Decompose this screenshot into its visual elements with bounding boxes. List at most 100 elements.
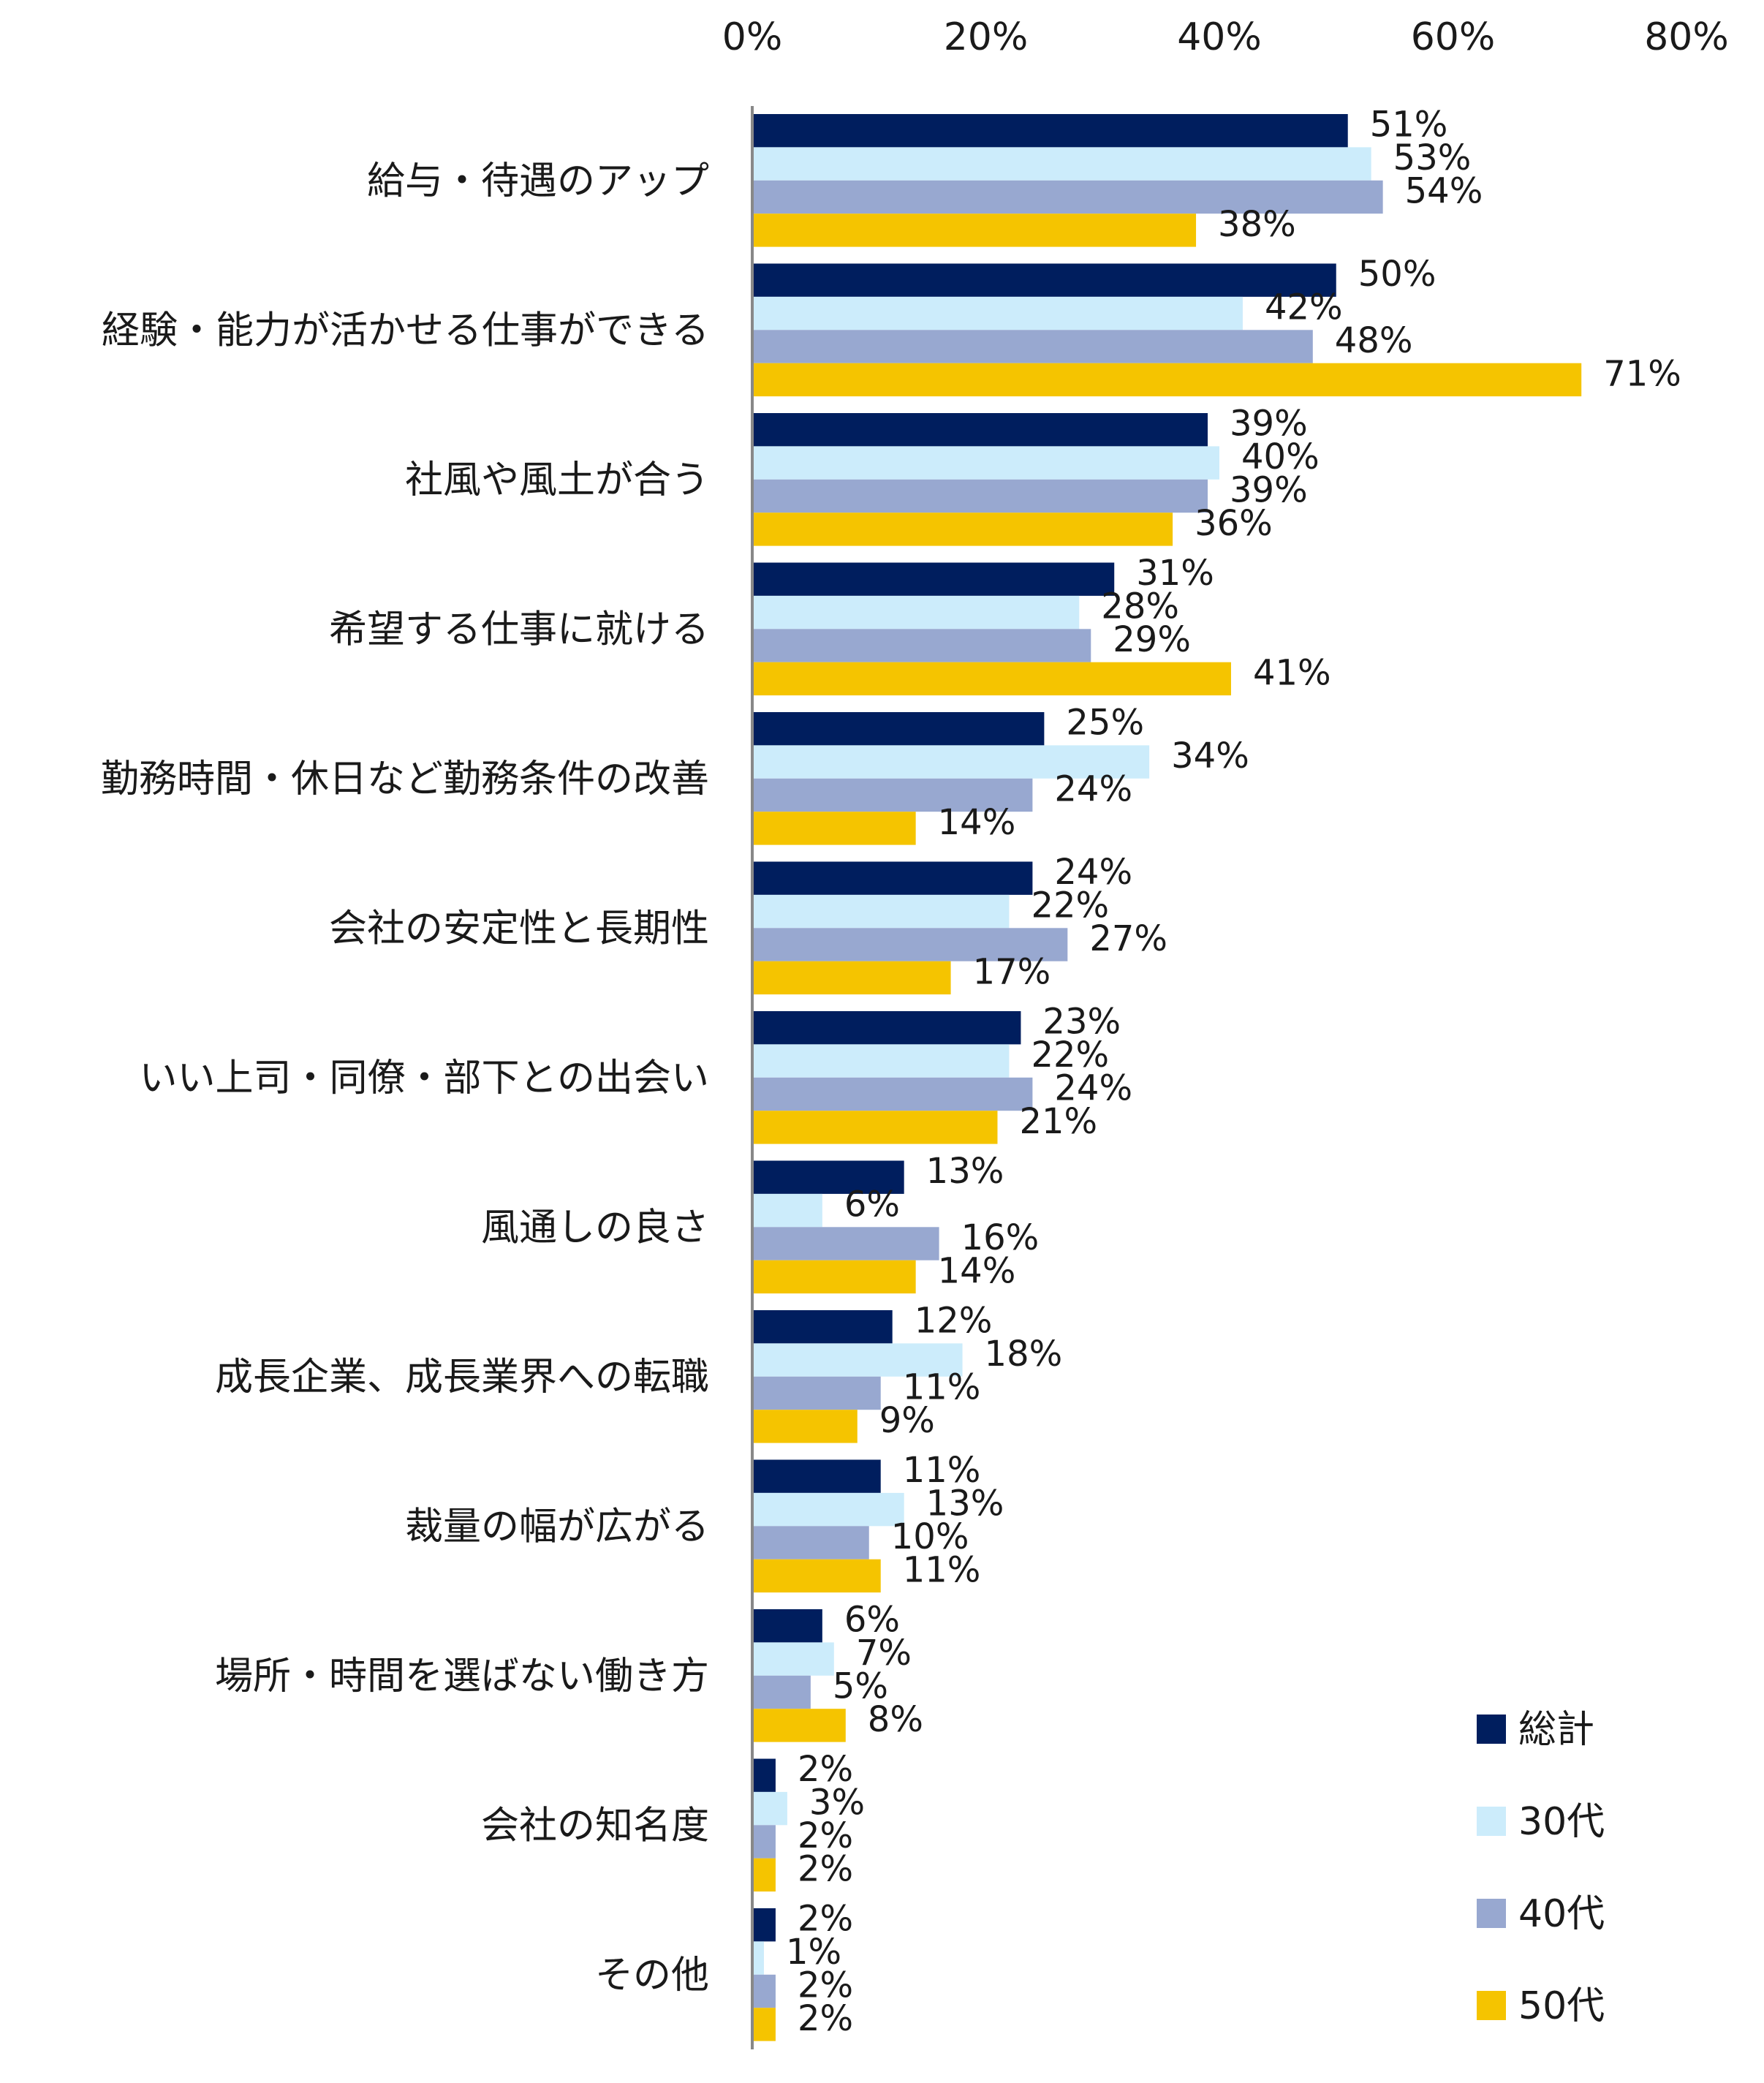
value-label: 7%: [856, 1633, 912, 1674]
bar: [752, 778, 1033, 812]
bar: [752, 263, 1336, 297]
value-label: 24%: [1054, 1068, 1132, 1109]
bar: [752, 1609, 822, 1643]
value-label: 6%: [844, 1600, 900, 1641]
value-label: 2%: [798, 1815, 853, 1856]
bar: [752, 1260, 916, 1294]
legend-label: 総計: [1518, 1708, 1594, 1752]
bar: [752, 479, 1208, 513]
bar: [752, 114, 1348, 148]
category-label: 場所・時間を選ばない働き方: [215, 1655, 709, 1698]
value-label: 6%: [844, 1184, 900, 1225]
x-tick-label: 20%: [944, 15, 1029, 59]
value-label: 14%: [938, 1250, 1016, 1291]
value-label: 28%: [1101, 586, 1179, 627]
value-label: 40%: [1241, 436, 1320, 477]
value-label: 12%: [915, 1301, 993, 1342]
category-label: 裁量の幅が広がる: [405, 1505, 709, 1549]
category-label: 社風や風土が合う: [405, 458, 709, 502]
value-label: 1%: [786, 1932, 841, 1973]
value-label: 27%: [1089, 918, 1167, 959]
value-label: 54%: [1405, 171, 1483, 212]
bar: [752, 1410, 858, 1443]
bar: [752, 1758, 776, 1792]
bars: [752, 114, 1582, 2041]
bar: [752, 1459, 881, 1493]
value-label: 2%: [798, 1899, 853, 1940]
bar: [752, 1941, 764, 1975]
value-label: 5%: [833, 1666, 888, 1707]
bar: [752, 1227, 939, 1260]
value-label: 2%: [798, 1848, 853, 1889]
bar: [752, 413, 1208, 447]
value-label: 36%: [1195, 503, 1273, 544]
bar: [752, 1492, 904, 1527]
bar: [752, 1709, 846, 1742]
value-label: 34%: [1171, 736, 1249, 776]
value-label: 22%: [1031, 885, 1109, 926]
value-label: 31%: [1136, 553, 1214, 594]
bar: [752, 2008, 776, 2041]
bar: [752, 213, 1197, 247]
legend-label: 30代: [1518, 1800, 1605, 1844]
bar: [752, 1559, 881, 1593]
value-label: 24%: [1054, 769, 1132, 810]
legend-label: 40代: [1518, 1892, 1605, 1936]
bar: [752, 595, 1080, 630]
bar: [752, 1825, 776, 1859]
value-label: 53%: [1393, 137, 1472, 178]
value-label: 14%: [938, 802, 1016, 843]
category-labels: 給与・待遇のアップ経験・能力が活かせる仕事ができる社風や風土が合う希望する仕事に…: [101, 159, 709, 1997]
bar: [752, 446, 1219, 480]
value-label: 16%: [961, 1217, 1040, 1258]
value-label: 71%: [1603, 353, 1681, 394]
bar: [752, 1160, 904, 1194]
category-label: 経験・能力が活かせる仕事ができる: [102, 309, 709, 352]
value-label: 13%: [926, 1483, 1004, 1524]
bar: [752, 1675, 811, 1709]
bar: [752, 562, 1115, 596]
bar: [752, 745, 1150, 779]
value-label: 8%: [868, 1699, 923, 1740]
category-label: 給与・待遇のアップ: [367, 159, 709, 203]
value-label: 17%: [973, 951, 1051, 992]
bar: [752, 1642, 834, 1676]
bar: [752, 1791, 787, 1826]
category-label: 成長企業、成長業界への転職: [215, 1356, 709, 1399]
value-label: 24%: [1054, 852, 1132, 893]
legend-label: 50代: [1518, 1984, 1605, 2028]
value-label: 3%: [809, 1783, 865, 1823]
value-label: 11%: [903, 1450, 981, 1491]
bar: [752, 1526, 869, 1560]
bar: [752, 629, 1091, 662]
bar: [752, 330, 1313, 363]
legend-swatch: [1477, 1807, 1506, 1836]
value-label: 39%: [1230, 470, 1308, 511]
bar: [752, 1111, 998, 1144]
bar: [752, 1376, 881, 1410]
value-label: 39%: [1230, 404, 1308, 445]
value-label: 42%: [1265, 287, 1343, 328]
category-label: 会社の安定性と長期性: [329, 907, 709, 950]
value-label: 41%: [1253, 652, 1331, 693]
value-label: 29%: [1113, 619, 1191, 660]
value-label: 38%: [1218, 204, 1296, 245]
legend-swatch: [1477, 1715, 1506, 1744]
value-label: 2%: [798, 1749, 853, 1790]
bar: [752, 1343, 963, 1377]
value-label: 11%: [903, 1549, 981, 1590]
value-label: 48%: [1335, 320, 1413, 361]
value-label: 2%: [798, 1965, 853, 2006]
value-label: 18%: [985, 1334, 1063, 1375]
category-label: 会社の知名度: [481, 1804, 709, 1848]
bar: [752, 712, 1045, 746]
bar: [752, 961, 951, 995]
bar: [752, 1044, 1010, 1078]
x-tick-label: 40%: [1177, 15, 1262, 59]
legend-swatch: [1477, 1899, 1506, 1928]
value-label: 2%: [798, 1998, 853, 2039]
category-label: 勤務時間・休日など勤務条件の改善: [101, 757, 709, 801]
value-label: 23%: [1042, 1002, 1121, 1043]
bar: [752, 513, 1173, 546]
